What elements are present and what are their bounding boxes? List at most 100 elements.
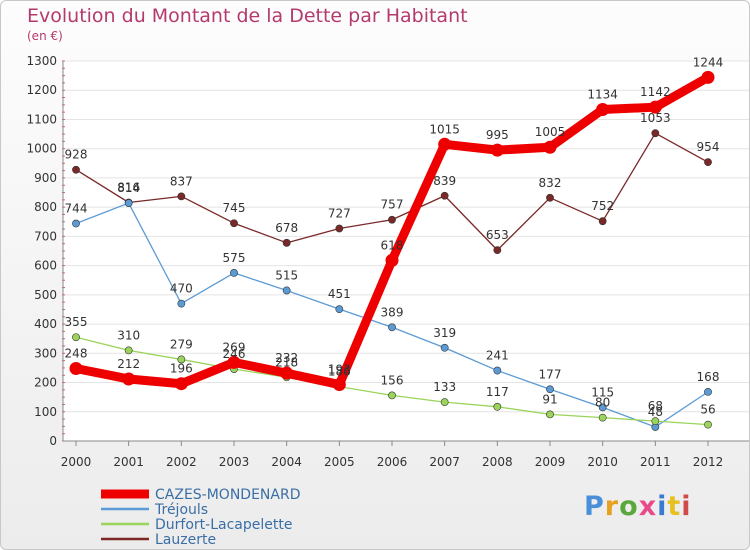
x-tick-label: 2004 [271,455,302,469]
data-point [335,224,344,233]
series-cazes-mondenard [69,70,715,392]
data-point [490,143,504,157]
data-label: 995 [486,128,509,142]
data-point [704,420,712,429]
data-label: 618 [381,238,404,252]
data-point [388,323,396,332]
data-point [546,385,554,394]
data-label: 196 [170,362,193,376]
data-point [282,238,291,247]
data-label: 837 [170,174,193,188]
data-label: 757 [381,198,404,212]
data-point [174,377,188,391]
data-label: 678 [275,221,298,235]
data-point [598,403,607,412]
y-tick-label: 0 [49,434,57,448]
data-label: 752 [591,199,614,213]
data-point [440,398,449,407]
data-point [72,165,80,174]
data-label: 133 [433,380,456,394]
y-tick-label: 600 [34,259,57,273]
data-label: 177 [539,367,562,381]
data-point [598,217,607,226]
data-label: 246 [223,347,246,361]
legend-label: Durfort-Lacapelette [155,517,292,533]
legend-label: CAZES-MONDENARD [155,487,300,503]
data-label: 80 [595,396,610,410]
data-point [438,137,452,151]
data-label: 232 [275,351,298,365]
data-label: 727 [328,206,351,220]
x-tick-label: 2007 [429,455,460,469]
data-label: 241 [486,349,509,363]
y-tick-label: 1000 [26,142,57,156]
data-label: 816 [117,180,140,194]
data-point [388,215,396,224]
data-label: 575 [223,251,246,265]
data-point [651,129,660,138]
data-label: 310 [117,328,140,342]
data-label: 839 [433,174,456,188]
data-label: 653 [486,228,509,242]
data-label: 1015 [429,122,460,136]
data-point [177,299,186,308]
y-tick-label: 100 [34,405,57,419]
data-label: 212 [117,357,140,371]
data-label: 279 [170,337,193,351]
data-label: 91 [542,392,557,406]
x-tick-label: 2002 [166,455,197,469]
data-label: 515 [275,268,298,282]
x-tick-label: 2009 [535,455,566,469]
logo-letter: t [667,491,682,522]
data-point [546,193,554,202]
y-tick-label: 1200 [26,83,57,97]
data-point [543,140,557,154]
x-tick-label: 2005 [324,455,355,469]
y-tick-label: 500 [34,288,57,302]
logo-letter: P [584,491,605,522]
x-tick-label: 2000 [61,455,92,469]
logo-letter: r [604,491,620,522]
data-point [72,333,80,342]
chart-title: Evolution du Montant de la Dette par Hab… [27,5,468,27]
logo-letter: x [638,491,658,522]
legend-label: Lauzerte [155,532,216,548]
data-point [440,191,449,200]
data-label: 218 [275,355,298,369]
data-label: 814 [117,181,140,195]
y-tick-label: 400 [34,317,57,331]
data-label: 1142 [640,85,671,99]
data-point [704,387,712,396]
series-tr-jouls [72,199,712,431]
logo-letter: i [657,491,668,522]
data-point [227,355,241,369]
data-label: 117 [486,385,509,399]
logo-letter: o [619,491,639,522]
data-label: 186 [328,365,351,379]
data-point [648,100,662,114]
data-point [335,305,344,314]
x-tick-label: 2008 [482,455,513,469]
series-durfort-lacapelette [72,333,712,429]
data-point [598,413,607,422]
data-label: 1053 [640,111,671,125]
data-label: 1134 [587,88,618,102]
data-point [704,158,712,167]
data-label: 168 [697,370,720,384]
y-tick-label: 300 [34,346,57,360]
data-label: 451 [328,287,351,301]
data-label: 355 [65,315,88,329]
data-label: 470 [170,282,193,296]
y-tick-label: 900 [34,171,57,185]
data-label: 248 [65,347,88,361]
data-point [69,362,83,376]
data-label: 193 [328,363,351,377]
y-tick-label: 800 [34,200,57,214]
data-point [230,269,238,277]
data-point [230,219,238,228]
data-label: 319 [433,326,456,340]
data-point [701,70,715,84]
y-tick-label: 1300 [26,54,57,68]
unit-label: (en €) [27,29,63,43]
